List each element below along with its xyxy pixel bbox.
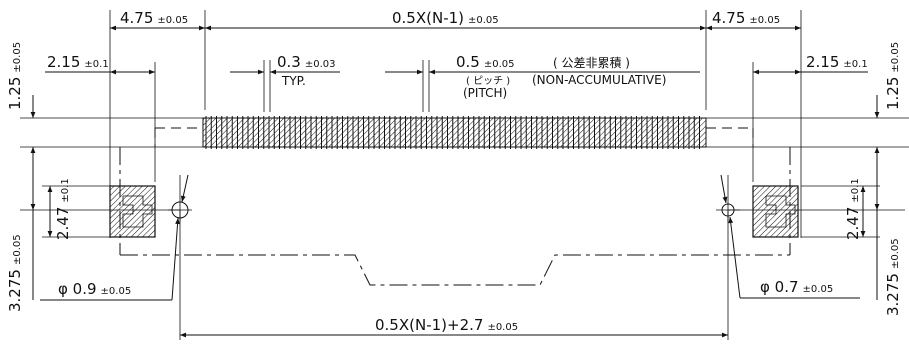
left-offset: 2.15 ±0.1 xyxy=(47,53,109,71)
right-hole-diameter: φ 0.7 ±0.05 xyxy=(760,278,833,296)
right-hole xyxy=(716,174,860,299)
left-height-top: 1.25±0.05 xyxy=(6,42,24,110)
left-pad-height: 2.47±0.1 xyxy=(54,178,72,240)
pitch-jp-note: ( 公差非累積 ) xyxy=(553,55,630,70)
pin-width: 0.3 ±0.03 xyxy=(277,53,336,71)
pitch-en-sub: (PITCH) xyxy=(463,86,507,100)
left-height-bottom: 3.275±0.05 xyxy=(6,234,24,312)
top-left-width: 4.75 ±0.05 xyxy=(120,9,188,27)
top-right-width: 4.75 ±0.05 xyxy=(712,9,780,27)
pin-width-note: TYP. xyxy=(281,74,306,88)
right-pad-height: 2.47±0.1 xyxy=(844,178,862,240)
right-height-bottom: 3.275±0.05 xyxy=(884,238,902,316)
bottom-span: 0.5X(N-1)+2.7 ±0.05 xyxy=(375,316,518,334)
non-accumulative-note: (NON-ACCUMULATIVE) xyxy=(532,73,666,87)
left-mounting-pad xyxy=(109,185,156,238)
right-mounting-pad xyxy=(752,185,799,238)
left-hole-diameter: φ 0.9 ±0.05 xyxy=(58,280,131,298)
pitch-jp-sub: ( ピッチ ) xyxy=(466,75,510,87)
top-dimension-lines xyxy=(45,25,868,75)
left-hole xyxy=(40,174,192,301)
connector-outline xyxy=(119,127,791,286)
pitch-dimension: 0.5 ±0.05 xyxy=(456,53,515,71)
right-vertical-dimensions xyxy=(860,95,880,300)
top-center-dimension: 0.5X(N-1) ±0.05 xyxy=(392,9,499,27)
pin-row xyxy=(202,116,707,149)
right-height-top: 1.25±0.05 xyxy=(884,42,902,110)
right-offset: 2.15 ±0.1 xyxy=(806,53,868,71)
left-vertical-dimensions xyxy=(30,95,53,300)
